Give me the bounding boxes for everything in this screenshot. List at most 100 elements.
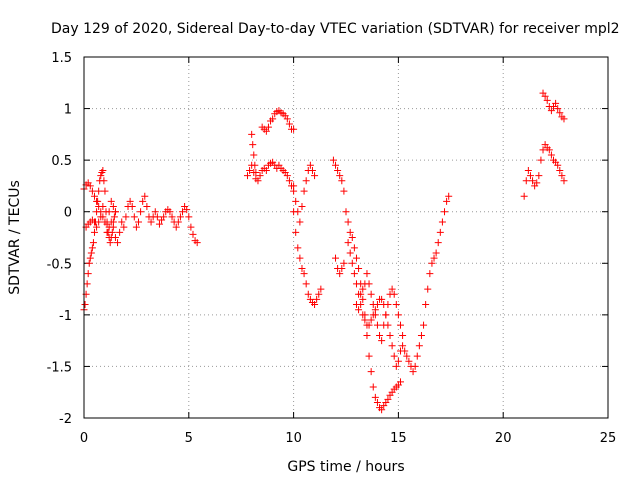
data-point xyxy=(107,218,115,226)
data-point xyxy=(81,301,89,309)
data-marks xyxy=(80,89,568,414)
data-point xyxy=(359,285,367,293)
data-point xyxy=(134,218,142,226)
data-point xyxy=(118,218,126,226)
data-point xyxy=(290,182,298,190)
data-point xyxy=(262,166,270,174)
data-point xyxy=(114,239,122,247)
data-point xyxy=(539,146,547,154)
data-point xyxy=(90,192,98,200)
series-seg-h xyxy=(290,161,319,226)
y-tick-label: -1.5 xyxy=(47,360,72,375)
data-point xyxy=(246,166,254,174)
data-point xyxy=(101,218,109,226)
data-point xyxy=(392,301,400,309)
data-point xyxy=(329,156,337,164)
data-point xyxy=(84,270,92,278)
data-point xyxy=(394,357,402,365)
data-point xyxy=(558,172,566,180)
data-point xyxy=(348,259,356,267)
data-point xyxy=(541,92,549,100)
data-point xyxy=(367,316,375,324)
y-tick-label: 1.5 xyxy=(51,51,72,66)
data-point xyxy=(160,213,168,221)
data-point xyxy=(388,285,396,293)
data-point xyxy=(283,172,291,180)
data-point xyxy=(352,254,360,262)
series-seg-i xyxy=(329,156,404,414)
x-tick-label: 5 xyxy=(185,431,193,446)
data-point xyxy=(355,306,363,314)
data-point xyxy=(386,331,394,339)
data-point xyxy=(311,172,319,180)
data-point xyxy=(147,218,155,226)
data-point xyxy=(126,197,134,205)
data-point xyxy=(350,270,358,278)
data-point xyxy=(109,203,117,211)
data-point xyxy=(382,311,390,319)
y-tick-label: -2 xyxy=(59,412,72,427)
data-point xyxy=(100,177,108,185)
data-point xyxy=(346,228,354,236)
data-point xyxy=(369,383,377,391)
y-tick-label: -1 xyxy=(59,309,72,324)
chart-title: Day 129 of 2020, Sidereal Day-to-day VTE… xyxy=(51,21,620,37)
data-point xyxy=(97,172,105,180)
data-point xyxy=(311,301,319,309)
data-point xyxy=(153,213,161,221)
series-seg-l xyxy=(352,270,407,345)
data-point xyxy=(137,208,145,216)
data-point xyxy=(428,259,436,267)
data-point xyxy=(547,151,555,159)
data-point xyxy=(434,239,442,247)
data-point xyxy=(193,239,201,247)
data-point xyxy=(524,166,532,174)
x-axis-label: GPS time / hours xyxy=(287,459,404,475)
data-point xyxy=(285,120,293,128)
data-point xyxy=(130,213,138,221)
data-point xyxy=(283,115,291,123)
data-point xyxy=(296,218,304,226)
data-point xyxy=(243,172,251,180)
data-point xyxy=(95,218,103,226)
data-point xyxy=(401,347,409,355)
data-point xyxy=(533,179,541,187)
data-point xyxy=(373,321,381,329)
data-point xyxy=(99,166,107,174)
data-point xyxy=(552,99,560,107)
data-point xyxy=(399,331,407,339)
axis-ticks: 0 5 10 15 20 25 -2 -1.5 -1 -0.5 0 0.5 1 1.5 xyxy=(47,51,617,446)
data-point xyxy=(249,141,257,149)
data-point xyxy=(285,177,293,185)
data-point xyxy=(420,321,428,329)
data-point xyxy=(185,213,193,221)
series-seg-g xyxy=(290,208,325,309)
data-point xyxy=(264,123,272,131)
data-point xyxy=(411,362,419,370)
data-point xyxy=(432,249,440,257)
data-point xyxy=(300,187,308,195)
y-tick-label: -0.5 xyxy=(47,257,72,272)
data-point xyxy=(378,337,386,345)
data-point xyxy=(313,295,321,303)
data-point xyxy=(413,352,421,360)
data-point xyxy=(262,127,270,135)
data-point xyxy=(111,208,119,216)
data-point xyxy=(252,169,260,177)
data-point xyxy=(308,166,316,174)
data-point xyxy=(545,146,553,154)
data-point xyxy=(155,220,163,228)
data-point xyxy=(526,172,534,180)
data-point xyxy=(110,213,118,221)
data-point xyxy=(350,244,358,252)
data-point xyxy=(560,115,568,123)
data-point xyxy=(86,254,94,262)
data-point xyxy=(87,249,95,257)
data-point xyxy=(399,342,407,350)
data-point xyxy=(346,249,354,257)
data-point xyxy=(560,177,568,185)
data-point xyxy=(338,177,346,185)
data-point xyxy=(384,395,392,403)
data-point xyxy=(109,223,117,231)
data-point xyxy=(120,223,128,231)
